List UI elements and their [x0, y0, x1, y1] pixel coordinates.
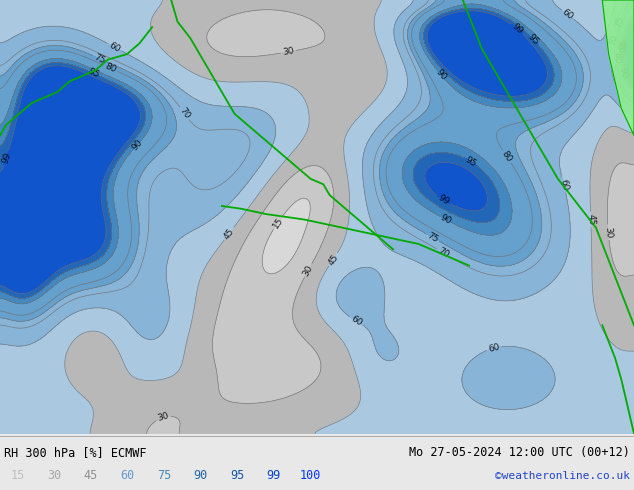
- Text: 70: 70: [608, 33, 619, 46]
- Text: 45: 45: [84, 469, 98, 483]
- Text: 99: 99: [436, 193, 450, 207]
- Text: 60: 60: [349, 314, 363, 328]
- Text: 15: 15: [11, 469, 25, 483]
- Text: 30: 30: [48, 469, 61, 483]
- Text: RH 300 hPa [%] ECMWF: RH 300 hPa [%] ECMWF: [4, 446, 146, 459]
- Text: 99: 99: [1, 151, 13, 165]
- Text: 95: 95: [526, 33, 541, 47]
- Text: 95: 95: [618, 37, 629, 50]
- Text: 30: 30: [282, 47, 295, 57]
- Text: 45: 45: [327, 252, 340, 267]
- Text: 99: 99: [510, 22, 524, 36]
- Text: 75: 75: [93, 52, 107, 65]
- Text: 60: 60: [120, 469, 134, 483]
- Text: 90: 90: [439, 213, 453, 226]
- Text: 45: 45: [586, 214, 595, 225]
- Text: 90: 90: [434, 68, 448, 82]
- Text: 99: 99: [266, 469, 281, 483]
- Text: 99: 99: [620, 41, 630, 53]
- Text: 80: 80: [103, 62, 117, 74]
- Text: 70: 70: [178, 106, 191, 121]
- Text: 60: 60: [558, 178, 569, 192]
- Text: 80: 80: [612, 52, 621, 64]
- Text: 75: 75: [614, 15, 626, 28]
- Text: 95: 95: [86, 67, 100, 80]
- Text: 60: 60: [107, 41, 122, 54]
- Text: 95: 95: [463, 155, 478, 168]
- Text: 75: 75: [157, 469, 171, 483]
- Polygon shape: [602, 0, 634, 136]
- Text: 75: 75: [425, 231, 440, 244]
- Text: ©weatheronline.co.uk: ©weatheronline.co.uk: [495, 471, 630, 481]
- Text: 80: 80: [500, 149, 514, 164]
- Text: 95: 95: [230, 469, 244, 483]
- Text: 45: 45: [222, 226, 236, 241]
- Text: 30: 30: [157, 412, 170, 423]
- Text: 60: 60: [560, 7, 575, 22]
- Text: 30: 30: [604, 226, 613, 238]
- Text: 90: 90: [130, 138, 144, 152]
- Text: 30: 30: [302, 263, 315, 277]
- Text: 100: 100: [299, 469, 321, 483]
- Text: 90: 90: [193, 469, 207, 483]
- Text: 90: 90: [617, 66, 628, 79]
- Text: 15: 15: [271, 216, 285, 230]
- Text: 70: 70: [436, 246, 450, 260]
- Text: Mo 27-05-2024 12:00 UTC (00+12): Mo 27-05-2024 12:00 UTC (00+12): [409, 446, 630, 459]
- Text: 60: 60: [488, 343, 501, 354]
